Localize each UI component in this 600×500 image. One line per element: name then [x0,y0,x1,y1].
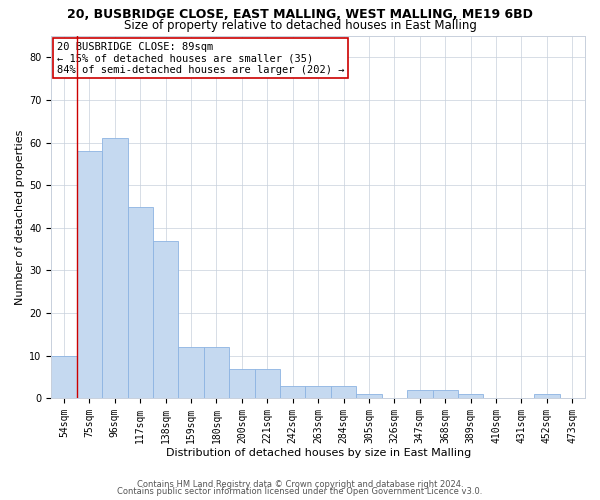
Bar [356,394,382,398]
Bar [407,390,433,398]
Bar [280,386,305,398]
Bar [204,347,229,399]
Bar [534,394,560,398]
Bar [51,356,77,399]
Bar [102,138,128,398]
Y-axis label: Number of detached properties: Number of detached properties [15,130,25,305]
Bar [178,347,204,399]
Bar [254,368,280,398]
Bar [433,390,458,398]
Bar [305,386,331,398]
Bar [229,368,254,398]
Bar [331,386,356,398]
X-axis label: Distribution of detached houses by size in East Malling: Distribution of detached houses by size … [166,448,471,458]
Text: 20, BUSBRIDGE CLOSE, EAST MALLING, WEST MALLING, ME19 6BD: 20, BUSBRIDGE CLOSE, EAST MALLING, WEST … [67,8,533,20]
Text: Size of property relative to detached houses in East Malling: Size of property relative to detached ho… [124,18,476,32]
Bar [458,394,484,398]
Bar [77,151,102,398]
Bar [128,206,153,398]
Text: Contains HM Land Registry data © Crown copyright and database right 2024.: Contains HM Land Registry data © Crown c… [137,480,463,489]
Text: 20 BUSBRIDGE CLOSE: 89sqm
← 15% of detached houses are smaller (35)
84% of semi-: 20 BUSBRIDGE CLOSE: 89sqm ← 15% of detac… [57,42,344,75]
Bar [153,240,178,398]
Text: Contains public sector information licensed under the Open Government Licence v3: Contains public sector information licen… [118,488,482,496]
